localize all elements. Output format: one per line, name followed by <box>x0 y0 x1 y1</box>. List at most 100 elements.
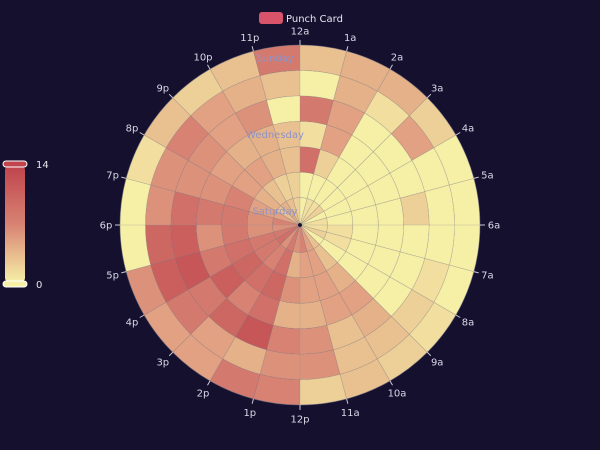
heatmap-cell[interactable] <box>433 265 474 315</box>
heatmap-cell[interactable] <box>150 258 189 303</box>
heatmap-cell[interactable] <box>300 374 347 405</box>
heatmap-cell[interactable] <box>210 358 260 399</box>
heatmap-cell[interactable] <box>333 75 378 114</box>
heatmap-cell[interactable] <box>145 184 176 225</box>
heatmap-cell[interactable] <box>196 198 225 225</box>
heatmap-cell[interactable] <box>175 160 211 199</box>
heatmap-cell[interactable] <box>221 204 249 225</box>
heatmap-cell[interactable] <box>313 149 340 180</box>
heatmap-cell[interactable] <box>292 197 300 224</box>
heatmap-cell[interactable] <box>266 95 300 125</box>
heatmap-cell[interactable] <box>248 124 280 158</box>
heatmap-cell[interactable] <box>196 225 225 252</box>
heatmap-cell[interactable] <box>247 225 274 239</box>
heatmap-cell[interactable] <box>326 225 353 239</box>
heatmap-cell[interactable] <box>340 51 390 92</box>
heatmap-cell[interactable] <box>279 146 300 174</box>
heatmap-cell[interactable] <box>389 251 425 290</box>
heatmap-cell[interactable] <box>364 91 410 134</box>
heatmap-cell[interactable] <box>345 238 376 265</box>
heatmap-cell[interactable] <box>235 100 274 136</box>
visual-map-handle-top[interactable] <box>2 160 28 168</box>
heatmap-cell[interactable] <box>411 258 450 303</box>
heatmap-cell[interactable] <box>260 270 287 301</box>
heatmap-cell[interactable] <box>254 238 281 263</box>
heatmap-cell[interactable] <box>172 69 223 116</box>
heatmap-cell[interactable] <box>355 264 390 299</box>
heatmap-cell[interactable] <box>326 211 353 225</box>
heatmap-cell[interactable] <box>300 172 314 199</box>
heatmap-cell[interactable] <box>272 217 299 225</box>
heatmap-cell[interactable] <box>364 316 410 359</box>
heatmap-cell[interactable] <box>307 248 327 277</box>
heatmap-cell[interactable] <box>301 217 328 225</box>
heatmap-cell[interactable] <box>345 185 376 212</box>
heatmap-cell[interactable] <box>259 349 300 380</box>
heatmap-cell[interactable] <box>226 280 261 315</box>
heatmap-cell[interactable] <box>210 51 260 92</box>
heatmap-cell[interactable] <box>373 276 412 317</box>
heatmap-cell[interactable] <box>253 374 300 405</box>
heatmap-cell[interactable] <box>320 292 352 326</box>
heatmap-cell[interactable] <box>247 211 274 225</box>
heatmap-cell[interactable] <box>433 135 474 185</box>
heatmap-cell[interactable] <box>351 225 379 246</box>
heatmap-cell[interactable] <box>286 172 300 199</box>
heatmap-cell[interactable] <box>144 97 191 148</box>
heatmap-cell[interactable] <box>300 300 327 329</box>
heatmap-cell[interactable] <box>367 173 401 205</box>
heatmap-cell[interactable] <box>208 298 249 337</box>
heatmap-cell[interactable] <box>248 198 277 218</box>
heatmap-cell[interactable] <box>235 314 274 350</box>
heatmap-cell[interactable] <box>170 191 200 225</box>
heatmap-cell[interactable] <box>126 135 167 185</box>
heatmap-cell[interactable] <box>400 191 430 225</box>
heatmap-cell[interactable] <box>313 270 340 301</box>
heatmap-cell[interactable] <box>300 276 321 304</box>
heatmap-cell[interactable] <box>126 265 167 315</box>
heatmap-cell[interactable] <box>301 226 324 245</box>
heatmap-cell[interactable] <box>273 225 299 239</box>
heatmap-cell[interactable] <box>254 187 281 212</box>
heatmap-cell[interactable] <box>300 45 347 76</box>
heatmap-cell[interactable] <box>424 184 455 225</box>
heatmap-cell[interactable] <box>326 157 356 188</box>
heatmap-cell[interactable] <box>300 146 321 174</box>
heatmap-cell[interactable] <box>333 336 378 375</box>
heatmap-cell[interactable] <box>175 251 211 290</box>
heatmap-cell[interactable] <box>326 262 356 293</box>
heatmap-cell[interactable] <box>337 169 368 199</box>
heatmap-cell[interactable] <box>300 226 314 252</box>
heatmap-cell[interactable] <box>292 226 300 253</box>
heatmap-cell[interactable] <box>301 225 327 239</box>
heatmap-cell[interactable] <box>339 280 374 315</box>
heatmap-cell[interactable] <box>340 358 390 399</box>
heatmap-cell[interactable] <box>226 135 261 170</box>
heatmap-cell[interactable] <box>424 225 455 266</box>
visual-map[interactable]: 14 0 <box>2 160 49 291</box>
heatmap-cell[interactable] <box>208 113 249 152</box>
legend-label[interactable]: Punch Card <box>286 14 343 25</box>
heatmap-cell[interactable] <box>210 264 245 299</box>
heatmap-cell[interactable] <box>232 251 263 281</box>
heatmap-cell[interactable] <box>253 45 300 76</box>
heatmap-cell[interactable] <box>188 276 227 317</box>
heatmap-cell[interactable] <box>409 302 456 353</box>
heatmap-cell[interactable] <box>301 201 320 224</box>
visual-map-handle-bottom[interactable] <box>2 280 28 288</box>
heatmap-cell[interactable] <box>286 251 300 278</box>
heatmap-cell[interactable] <box>244 262 274 293</box>
heatmap-cell[interactable] <box>323 198 352 218</box>
heatmap-cell[interactable] <box>144 302 191 353</box>
heatmap-cell[interactable] <box>244 157 274 188</box>
heatmap-cell[interactable] <box>210 151 245 186</box>
heatmap-cell[interactable] <box>449 178 480 225</box>
heatmap-cell[interactable] <box>273 121 300 150</box>
heatmap-cell[interactable] <box>248 292 280 326</box>
heatmap-cell[interactable] <box>355 151 390 186</box>
heatmap-cell[interactable] <box>266 325 300 355</box>
heatmap-cell[interactable] <box>300 325 334 355</box>
legend-swatch[interactable] <box>259 12 283 24</box>
heatmap-cell[interactable] <box>276 205 299 224</box>
heatmap-cell[interactable] <box>409 97 456 148</box>
